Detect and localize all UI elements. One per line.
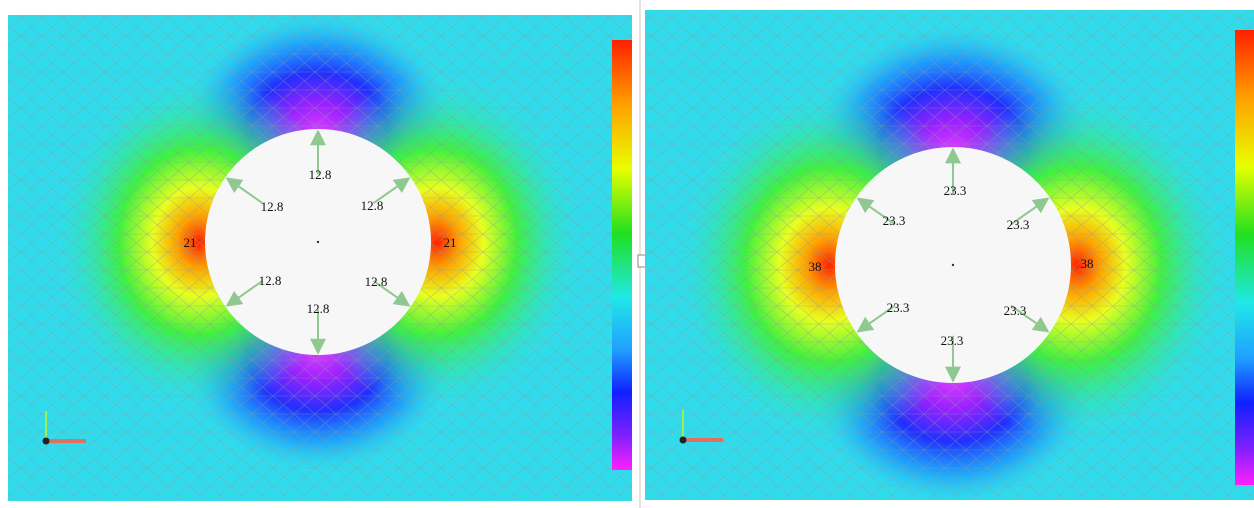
stress-label: 12.8 <box>361 198 384 213</box>
peak-stress-label: 38 <box>1081 256 1094 271</box>
peak-stress-label: 21 <box>444 235 457 250</box>
stress-label: 23.3 <box>941 333 964 348</box>
hole-center <box>317 241 319 243</box>
stress-label: 12.8 <box>259 273 282 288</box>
stress-label: 23.3 <box>1004 303 1027 318</box>
stress-label: 12.8 <box>365 274 388 289</box>
stress-label: 12.8 <box>261 199 284 214</box>
contour-panel: 12.8 12.8 12.8 12.8 12.8 12.8 21 21 <box>8 10 632 501</box>
color-legend <box>1235 30 1254 485</box>
contour-panel: 23.3 23.3 23.3 23.3 23.3 23.3 38 38 <box>645 10 1254 507</box>
axis-origin <box>43 438 50 445</box>
screenshot: 12.812.812.812.812.812.8212123.323.323.3… <box>0 0 1254 508</box>
axis-origin <box>680 437 687 444</box>
divider <box>632 0 645 508</box>
stress-label: 23.3 <box>1007 217 1030 232</box>
stress-label: 12.8 <box>309 167 332 182</box>
peak-stress-label: 21 <box>184 235 197 250</box>
stress-label: 23.3 <box>883 213 906 228</box>
stress-label: 23.3 <box>944 183 967 198</box>
stress-label: 23.3 <box>887 300 910 315</box>
hole-center <box>952 264 954 266</box>
stress-label: 12.8 <box>307 301 330 316</box>
color-legend <box>612 40 632 470</box>
peak-stress-label: 38 <box>809 259 822 274</box>
